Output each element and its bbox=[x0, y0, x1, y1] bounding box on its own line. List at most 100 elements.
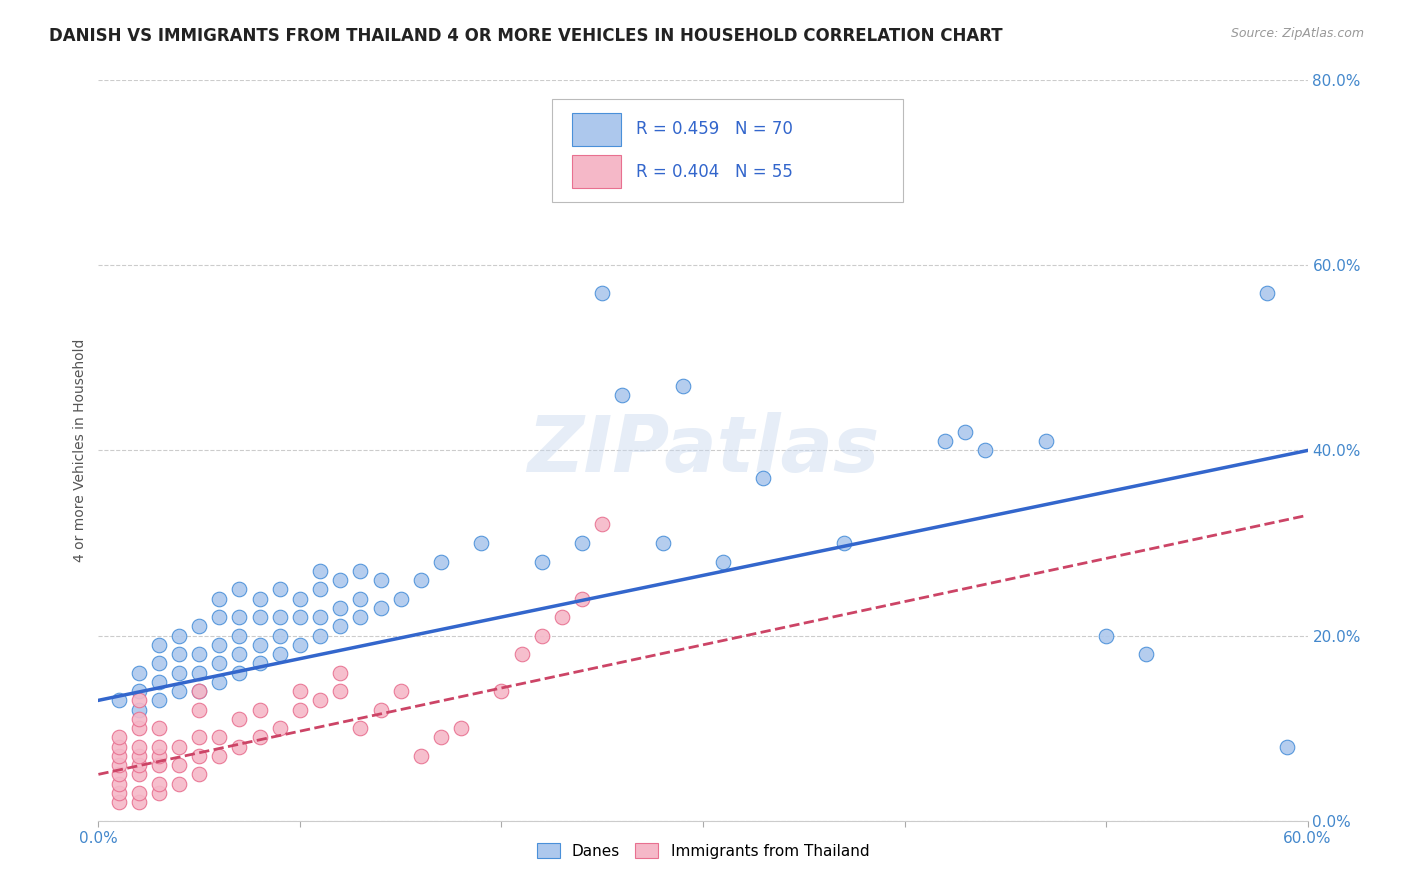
Point bbox=[832, 536, 855, 550]
Point bbox=[107, 693, 129, 707]
Point bbox=[288, 703, 311, 717]
Point bbox=[430, 554, 453, 569]
Point bbox=[188, 748, 211, 763]
Point bbox=[370, 573, 392, 587]
Point bbox=[107, 748, 129, 763]
Point bbox=[329, 619, 352, 633]
FancyBboxPatch shape bbox=[572, 155, 621, 188]
Point bbox=[228, 647, 250, 661]
Point bbox=[249, 610, 271, 624]
Point bbox=[208, 591, 231, 606]
Point bbox=[208, 638, 231, 652]
Point bbox=[530, 628, 553, 642]
Legend: Danes, Immigrants from Thailand: Danes, Immigrants from Thailand bbox=[530, 837, 876, 865]
Point bbox=[188, 731, 211, 745]
FancyBboxPatch shape bbox=[551, 99, 903, 202]
Point bbox=[329, 573, 352, 587]
Point bbox=[128, 786, 150, 800]
Point bbox=[571, 591, 593, 606]
Point bbox=[208, 748, 231, 763]
Point bbox=[228, 628, 250, 642]
Point bbox=[128, 712, 150, 726]
Point bbox=[288, 610, 311, 624]
Point bbox=[269, 721, 291, 735]
Point bbox=[148, 674, 170, 689]
Point bbox=[953, 425, 976, 439]
Point bbox=[329, 665, 352, 680]
Point bbox=[128, 693, 150, 707]
Point bbox=[651, 536, 673, 550]
Point bbox=[409, 748, 432, 763]
Point bbox=[128, 721, 150, 735]
Point bbox=[470, 536, 492, 550]
Point bbox=[107, 731, 129, 745]
Point bbox=[148, 638, 170, 652]
Point bbox=[128, 665, 150, 680]
Point bbox=[249, 703, 271, 717]
Point bbox=[228, 665, 250, 680]
Point bbox=[167, 628, 190, 642]
Point bbox=[269, 647, 291, 661]
Point bbox=[530, 554, 553, 569]
Point bbox=[349, 610, 371, 624]
Text: ZIPatlas: ZIPatlas bbox=[527, 412, 879, 489]
Point bbox=[349, 721, 371, 735]
Point bbox=[167, 647, 190, 661]
Point bbox=[309, 564, 332, 578]
Point bbox=[208, 674, 231, 689]
Point bbox=[752, 471, 775, 485]
Point bbox=[288, 638, 311, 652]
Point bbox=[128, 703, 150, 717]
Point bbox=[370, 703, 392, 717]
Point bbox=[591, 286, 613, 301]
Point bbox=[188, 703, 211, 717]
Point bbox=[128, 748, 150, 763]
Point bbox=[208, 610, 231, 624]
Point bbox=[409, 573, 432, 587]
Point bbox=[309, 582, 332, 597]
Point bbox=[167, 665, 190, 680]
Point bbox=[389, 591, 412, 606]
Point bbox=[309, 610, 332, 624]
Text: R = 0.404   N = 55: R = 0.404 N = 55 bbox=[637, 162, 793, 181]
Point bbox=[167, 758, 190, 772]
Point bbox=[288, 684, 311, 698]
Point bbox=[612, 388, 634, 402]
Point bbox=[249, 638, 271, 652]
Point bbox=[711, 554, 734, 569]
Point bbox=[269, 610, 291, 624]
Point bbox=[672, 378, 695, 392]
Point bbox=[167, 739, 190, 754]
Point bbox=[228, 739, 250, 754]
Point bbox=[128, 684, 150, 698]
Point bbox=[1035, 434, 1057, 449]
Point bbox=[329, 684, 352, 698]
Point bbox=[148, 693, 170, 707]
Point bbox=[188, 647, 211, 661]
Point bbox=[208, 731, 231, 745]
Point bbox=[188, 665, 211, 680]
Point bbox=[1277, 739, 1299, 754]
Point bbox=[148, 739, 170, 754]
Point bbox=[167, 776, 190, 791]
FancyBboxPatch shape bbox=[572, 112, 621, 146]
Point bbox=[269, 582, 291, 597]
Y-axis label: 4 or more Vehicles in Household: 4 or more Vehicles in Household bbox=[73, 339, 87, 562]
Point bbox=[309, 628, 332, 642]
Point bbox=[349, 564, 371, 578]
Point bbox=[591, 517, 613, 532]
Point bbox=[249, 591, 271, 606]
Point bbox=[249, 657, 271, 671]
Point bbox=[148, 786, 170, 800]
Point bbox=[188, 684, 211, 698]
Point bbox=[188, 767, 211, 781]
Point bbox=[571, 536, 593, 550]
Point bbox=[128, 795, 150, 809]
Point bbox=[107, 786, 129, 800]
Point bbox=[1135, 647, 1157, 661]
Point bbox=[107, 767, 129, 781]
Point bbox=[934, 434, 956, 449]
Point bbox=[228, 582, 250, 597]
Point bbox=[148, 748, 170, 763]
Point bbox=[269, 628, 291, 642]
